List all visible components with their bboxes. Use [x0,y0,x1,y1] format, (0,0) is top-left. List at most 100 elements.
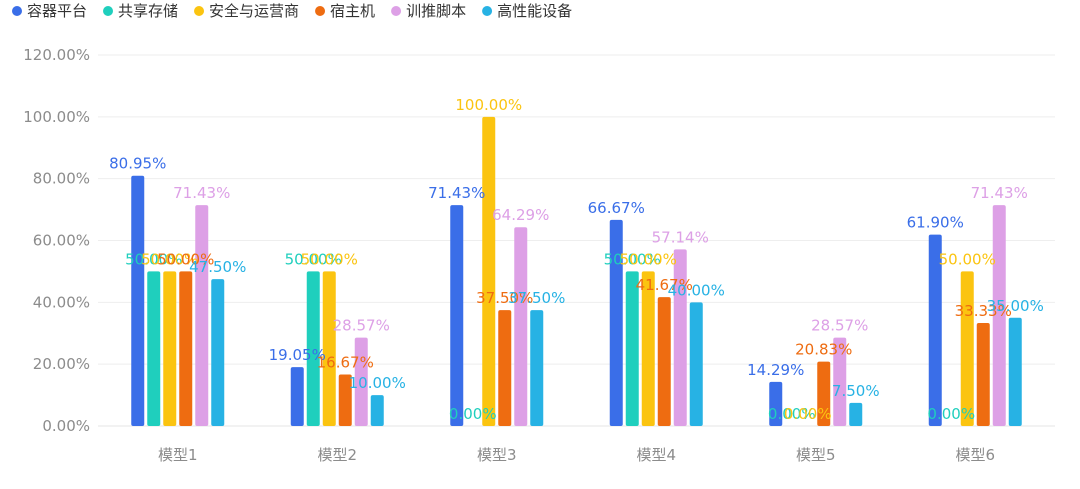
legend-item[interactable]: 安全与运营商 [194,2,299,20]
bar[interactable] [928,234,942,426]
bar[interactable] [849,402,863,426]
data-label: 20.83% [795,341,852,359]
data-label: 28.57% [811,317,868,335]
bar[interactable] [689,302,703,426]
bar[interactable] [657,297,671,426]
legend-marker [315,6,326,16]
data-label: 40.00% [668,281,725,299]
legend-marker [391,6,402,16]
x-tick-label: 模型2 [317,446,357,464]
legend-marker [194,6,205,16]
legend-item[interactable]: 共享存储 [103,2,178,20]
bar[interactable] [673,249,687,426]
legend-marker [103,6,114,16]
legend-item[interactable]: 宿主机 [315,2,375,20]
y-tick-label: 120.00% [23,46,90,64]
data-label: 0.00% [784,405,832,423]
y-axis: 0.00% 20.00% 40.00% 60.00% 80.00% 100.00% 120.… [23,46,90,435]
bars [131,116,1022,426]
data-label: 50.00% [301,250,358,268]
data-label: 7.50% [832,382,880,400]
bar[interactable] [514,227,528,426]
data-label: 47.50% [189,258,246,276]
data-label: 61.90% [907,214,964,232]
bar[interactable] [450,205,464,426]
legend-marker [12,6,22,16]
bar[interactable] [641,271,655,426]
legend-marker [482,6,493,16]
bar[interactable] [354,337,368,426]
data-label: 50.00% [141,250,198,268]
legend[interactable]: 容器平台 共享存储 安全与运营商 宿主机 训推脚本 高性能设备 [12,2,572,20]
data-label: 66.67% [588,199,645,217]
y-tick-label: 60.00% [33,232,90,250]
legend-label: 高性能设备 [497,2,572,20]
legend-label: 容器平台 [27,2,87,20]
data-label: 37.50% [476,289,533,307]
legend-label: 宿主机 [330,2,375,20]
bar[interactable] [609,219,623,426]
bar[interactable] [769,381,783,426]
x-tick-label: 模型1 [158,446,198,464]
data-label: 0.00% [449,405,497,423]
bar[interactable] [179,271,193,426]
bar[interactable] [131,175,145,426]
bar[interactable] [482,116,496,426]
data-labels: 80.95%50.00%50.00%50.00%71.43%47.50%19.0… [109,96,1044,423]
bar[interactable] [976,322,990,426]
data-label: 100.00% [455,96,522,114]
y-tick-label: 40.00% [33,293,90,311]
bar[interactable] [338,374,352,426]
y-tick-label: 100.00% [23,108,90,126]
legend-label: 安全与运营商 [209,2,299,20]
data-label: 16.67% [317,353,374,371]
data-label: 33.33% [955,302,1012,320]
y-tick-label: 20.00% [33,355,90,373]
bar[interactable] [370,395,384,426]
bar[interactable] [530,310,544,426]
legend-item[interactable]: 高性能设备 [482,2,572,20]
data-label: 50.00% [157,250,214,268]
bar[interactable] [195,205,209,426]
data-label: 10.00% [349,374,406,392]
legend-label: 共享存储 [118,2,178,20]
data-label: 0.00% [927,405,975,423]
data-label: 28.57% [333,317,390,335]
data-label: 50.00% [125,250,182,268]
bar[interactable] [322,271,336,426]
bar[interactable] [147,271,161,426]
data-label: 35.00% [987,297,1044,315]
data-label: 64.29% [492,206,549,224]
bar[interactable] [817,361,831,426]
bar[interactable] [992,205,1006,426]
data-label: 71.43% [428,184,485,202]
legend-item[interactable]: 训推脚本 [391,2,466,20]
bar[interactable] [625,271,639,426]
data-label: 19.05% [269,346,326,364]
bar[interactable] [163,271,177,426]
data-label: 50.00% [939,250,996,268]
x-tick-label: 模型6 [955,446,995,464]
data-label: 50.00% [620,250,677,268]
bar[interactable] [960,271,974,426]
legend-label: 训推脚本 [406,2,466,20]
bar[interactable] [1008,317,1022,426]
chart-gridlines [98,54,1055,427]
y-tick-label: 0.00% [42,417,90,435]
legend-item[interactable]: 容器平台 [12,2,87,20]
x-tick-label: 模型5 [796,446,836,464]
data-label: 71.43% [971,184,1028,202]
data-label: 14.29% [747,361,804,379]
x-tick-label: 模型4 [636,446,676,464]
data-label: 0.00% [768,405,816,423]
y-tick-label: 80.00% [33,170,90,188]
bar[interactable] [833,337,847,426]
x-tick-label: 模型3 [477,446,517,464]
bar[interactable] [211,279,225,426]
data-label: 71.43% [173,184,230,202]
bar[interactable] [498,310,512,426]
x-axis: 模型1 模型2 模型3 模型4 模型5 模型6 [158,446,995,464]
bar[interactable] [306,271,320,426]
bar[interactable] [290,367,304,426]
